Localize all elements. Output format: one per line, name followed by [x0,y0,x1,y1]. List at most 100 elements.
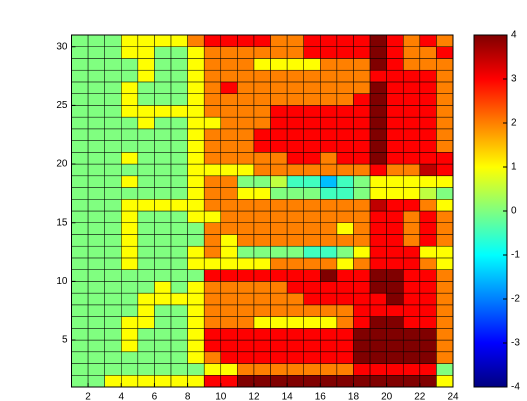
heatmap-cell [386,269,404,282]
heatmap-cell [137,46,155,59]
heatmap-cell [270,316,288,329]
heatmap-cell [154,34,172,47]
heatmap-cell [237,116,255,130]
heatmap-cell [270,140,288,153]
heatmap-cell [187,163,205,177]
heatmap-cell [270,210,288,223]
heatmap-cell [121,152,139,165]
heatmap-cell [154,58,172,71]
heatmap-cell [336,304,354,317]
heatmap-cell [104,339,122,353]
heatmap-cell [253,269,271,282]
heatmap-cell [436,175,454,188]
heatmap-cell [121,93,139,106]
heatmap-cell [336,152,354,165]
heatmap-cell [303,281,321,294]
heatmap-cell [402,46,421,59]
heatmap-cell [154,163,172,177]
heatmap-cell [87,234,105,247]
heatmap-cell [220,351,238,364]
heatmap-cell [303,363,321,376]
heatmap-cell [104,34,122,47]
heatmap-cell [369,316,387,329]
heatmap-cell [286,199,304,212]
heatmap-cell [220,375,238,388]
heatmap-cell [170,69,188,83]
heatmap-cell [187,281,205,294]
heatmap-cell [402,245,421,259]
plot-frame [71,34,454,388]
heatmap-cell [270,163,288,177]
heatmap-cell [121,187,139,200]
heatmap-cell [203,69,222,83]
heatmap-cell [87,81,105,94]
x-tick-label: 24 [447,392,459,401]
heatmap-cell [237,105,255,118]
heatmap-cell [237,175,255,188]
heatmap-cell [237,69,255,83]
colorbar [473,34,508,388]
heatmap-cell [286,375,304,388]
heatmap-cell [137,69,155,83]
x-tick-label: 18 [348,392,360,401]
heatmap-cell [121,234,139,247]
heatmap-cell [170,351,188,364]
heatmap-cell [402,187,421,200]
x-tick-label: 4 [118,392,124,401]
heatmap-cell [187,234,205,247]
heatmap-cell [104,69,122,83]
heatmap-cell [71,58,89,71]
heatmap-cell [71,269,89,282]
heatmap-cell [253,339,271,353]
heatmap-cell [303,69,321,83]
heatmap-cell [436,292,454,306]
heatmap-cell [286,187,304,200]
heatmap-cell [87,58,105,71]
heatmap-cell [87,187,105,200]
heatmap-cell [419,105,437,118]
heatmap-cell [253,363,271,376]
heatmap-cell [203,163,222,177]
heatmap-cell [253,351,271,364]
heatmap-cell [386,81,404,94]
heatmap-cell [270,199,288,212]
heatmap-cell [71,210,89,223]
heatmap-cell [320,81,338,94]
heatmap-cell [87,163,105,177]
heatmap-cell [170,316,188,329]
heatmap-cell [87,128,105,141]
heatmap-cell [121,222,139,235]
heatmap-cell [187,34,205,47]
heatmap-cell [369,58,387,71]
heatmap-cell [104,58,122,71]
heatmap-cell [170,128,188,141]
heatmap-cell [353,105,371,118]
heatmap-cell [87,339,105,353]
x-tick-label: 2 [85,392,91,401]
heatmap-cell [170,34,188,47]
heatmap-cell [270,304,288,317]
heatmap-cell [253,222,271,235]
heatmap-cell [386,175,404,188]
heatmap-cell [386,339,404,353]
heatmap-cell [187,245,205,259]
heatmap-cell [270,245,288,259]
heatmap-cell [402,128,421,141]
heatmap-cell [369,245,387,259]
heatmap-cell [286,363,304,376]
heatmap-cell [154,292,172,306]
heatmap-cell [353,116,371,130]
heatmap-cell [121,269,139,282]
heatmap-cell [220,58,238,71]
heatmap-cell [154,304,172,317]
heatmap-cell [419,363,437,376]
heatmap-cell [104,292,122,306]
heatmap-cell [336,339,354,353]
heatmap-cell [154,257,172,270]
heatmap-cell [386,187,404,200]
heatmap-cell [402,375,421,388]
heatmap-cell [237,58,255,71]
heatmap-cell [220,257,238,270]
heatmap-cell [137,281,155,294]
heatmap-cell [303,339,321,353]
